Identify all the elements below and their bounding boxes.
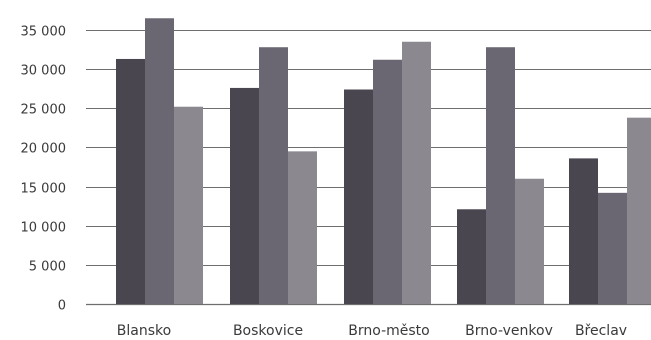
bar-brno-venkov-series-1 (457, 209, 486, 304)
y-tick-label: 35 000 (21, 25, 67, 40)
y-tick-label: 30 000 (21, 64, 67, 79)
bar-brno-venkov-series-2 (486, 47, 515, 304)
x-category-label: Blansko (117, 323, 171, 339)
y-tick-label: 5 000 (29, 260, 66, 275)
y-tick-label: 25 000 (21, 103, 67, 118)
bar-blansko-series-3 (174, 106, 203, 304)
bar-blansko-series-2 (145, 18, 174, 305)
y-axis-tick-labels: 0 5 000 10 000 15 000 20 000 25 000 30 000 35 0… (21, 25, 67, 314)
bar-brno-město-series-2 (373, 59, 402, 305)
x-axis-category-labels: Blansko Boskovice Brno-město Brno-venkov Bře… (117, 323, 627, 339)
bar-boskovice-series-3 (288, 151, 317, 304)
x-category-label: Brno-venkov (465, 323, 553, 339)
bar-brno-venkov-series-3 (515, 178, 544, 304)
bar-brno-město-series-3 (402, 41, 431, 304)
bar-břeclav-series-1 (569, 158, 598, 304)
y-tick-label: 0 (58, 299, 66, 314)
bar-boskovice-series-1 (230, 87, 259, 304)
x-category-label: Boskovice (233, 323, 303, 339)
y-tick-label: 15 000 (21, 182, 67, 197)
x-category-label: Brno-město (348, 323, 429, 339)
bar-břeclav-series-3 (627, 117, 651, 305)
bar-břeclav-series-2 (598, 192, 627, 304)
y-tick-label: 20 000 (21, 142, 67, 157)
y-tick-label: 10 000 (21, 221, 67, 236)
bar-blansko-series-1 (116, 58, 145, 304)
bar-brno-město-series-1 (344, 89, 373, 304)
x-category-label: Břeclav (575, 323, 627, 339)
bar-boskovice-series-2 (259, 47, 288, 304)
bars (116, 18, 651, 305)
